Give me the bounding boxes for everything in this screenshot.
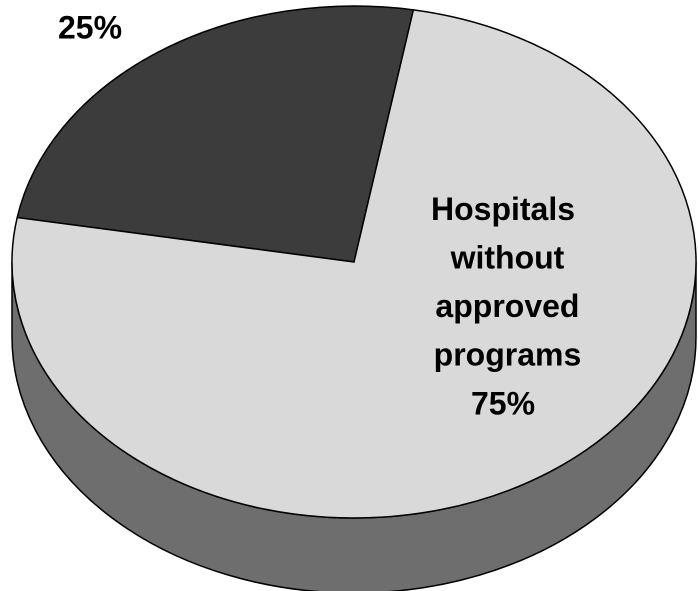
pie-slice [16, 5, 415, 263]
category-label: Hospitals without approved programs [425, 191, 581, 373]
value-label: 75% [471, 385, 535, 421]
pie-slice [11, 9, 697, 519]
value-label: 25% [58, 9, 122, 45]
